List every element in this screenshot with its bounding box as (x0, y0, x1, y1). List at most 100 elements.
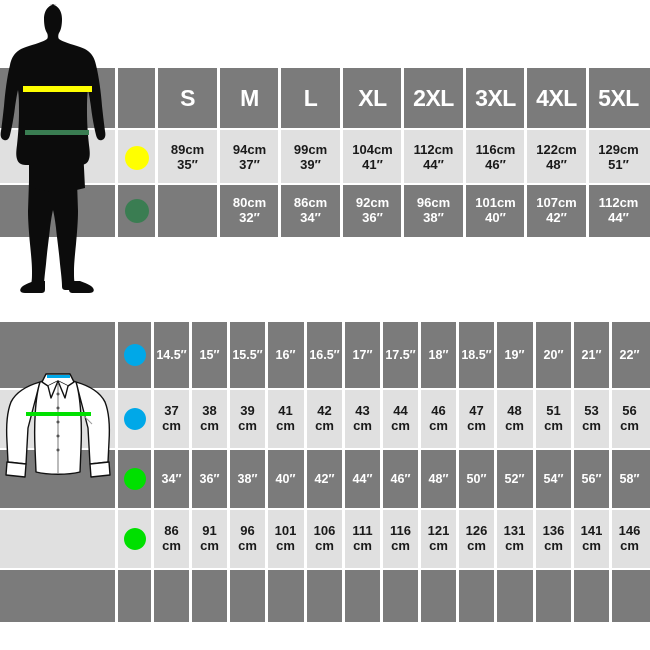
cell-line: 36″ (199, 472, 220, 486)
column-separator (418, 450, 421, 508)
collar-header: 15.5″ (230, 322, 265, 388)
collar-marker-dot (123, 344, 146, 366)
collar-header: 17.5″ (383, 322, 418, 388)
measure-cell: 41 cm (268, 390, 303, 448)
measure-cell: 44″ (345, 450, 380, 508)
column-separator (494, 450, 497, 508)
cell-line: 16″ (275, 348, 296, 362)
marker-cell (118, 390, 151, 448)
column-separator (155, 68, 158, 130)
row-band (0, 570, 650, 622)
cell-line: 48″ (546, 156, 567, 172)
row-band (0, 68, 650, 130)
measure-cell: 58″ (612, 450, 647, 508)
column-separator (494, 390, 497, 448)
cell-line: cm (467, 418, 486, 433)
cell-line: 46″ (390, 472, 411, 486)
collar-header: 15″ (192, 322, 227, 388)
cell-line: 43 (355, 403, 370, 419)
cell-line: 42″ (314, 472, 335, 486)
row-band (0, 185, 650, 237)
column-separator (571, 570, 574, 622)
cell-line: 37 (164, 403, 179, 419)
measure-cell: 37 cm (154, 390, 189, 448)
column-separator (571, 390, 574, 448)
cell-line: 56 (622, 403, 637, 419)
measure-cell: 47 cm (459, 390, 494, 448)
column-separator (456, 570, 459, 622)
waist-marker-dot (124, 199, 149, 223)
cell-line: 34″ (300, 210, 321, 225)
column-separator (533, 390, 536, 448)
measure-cell: 96cm 38″ (404, 185, 463, 237)
cell-line: cm (582, 538, 601, 553)
collar-header: 16.5″ (307, 322, 342, 388)
measure-cell: 56 cm (612, 390, 647, 448)
cell-line: 116cm (475, 141, 516, 157)
column-separator (265, 510, 268, 568)
cell-line: 53 (584, 403, 599, 419)
column-separator (115, 322, 118, 388)
cell-line: L (303, 85, 318, 112)
column-separator (278, 130, 281, 185)
cell-line: cm (582, 418, 601, 433)
cell-line: 17.5″ (385, 348, 416, 362)
cell-line: 96 (240, 523, 255, 539)
chest-measure-line (23, 86, 92, 92)
cell-line: 18″ (428, 348, 449, 362)
column-separator (151, 322, 154, 388)
collar-header: 19″ (497, 322, 532, 388)
row-separator (0, 128, 650, 130)
column-separator (304, 570, 307, 622)
column-separator (227, 322, 230, 388)
column-separator (456, 510, 459, 568)
cell-line: M (240, 85, 259, 112)
cell-line: 36″ (362, 210, 383, 225)
measure-cell: 44 cm (383, 390, 418, 448)
row-separator (0, 448, 650, 450)
column-separator (609, 390, 612, 448)
cell-line: 38 (202, 403, 217, 419)
measure-cell: 131 cm (497, 510, 532, 568)
column-separator (586, 130, 589, 185)
column-separator (340, 68, 343, 130)
cell-line: 91 (202, 523, 217, 539)
measure-cell: 38″ (230, 450, 265, 508)
marker-cell (118, 185, 155, 237)
cell-line: cm (429, 418, 448, 433)
cell-line: 86cm (293, 195, 328, 211)
cell-line: 16.5″ (309, 348, 340, 362)
cell-line: 94cm (232, 141, 267, 157)
column-separator (227, 510, 230, 568)
column-separator (155, 130, 158, 185)
cell-line: 22″ (619, 348, 640, 362)
cell-line: 122cm (536, 141, 577, 157)
size-header-5xl: 5XL (589, 68, 648, 130)
column-separator (115, 570, 118, 622)
column-separator (265, 322, 268, 388)
cell-line: 50″ (466, 472, 487, 486)
column-separator (265, 390, 268, 448)
marker-cell (118, 510, 151, 568)
cell-line: 112cm (598, 195, 639, 211)
column-separator (380, 390, 383, 448)
column-separator (340, 185, 343, 237)
waist-measure-line (25, 130, 89, 135)
column-separator (265, 450, 268, 508)
cell-line: 34″ (161, 472, 182, 486)
column-separator (115, 510, 118, 568)
size-header-2xl: 2XL (404, 68, 463, 130)
column-separator (533, 450, 536, 508)
cell-line: cm (276, 538, 295, 553)
cell-line: S (180, 85, 195, 112)
marker-cell (118, 322, 151, 388)
cell-line: 40″ (275, 472, 296, 486)
column-separator (494, 510, 497, 568)
cell-line: 17″ (352, 348, 373, 362)
cell-line: 104cm (352, 141, 393, 157)
cell-line: 47 (469, 403, 484, 419)
cell-line: 92cm (355, 195, 390, 211)
column-separator (456, 450, 459, 508)
column-separator (586, 68, 589, 130)
column-separator (189, 450, 192, 508)
